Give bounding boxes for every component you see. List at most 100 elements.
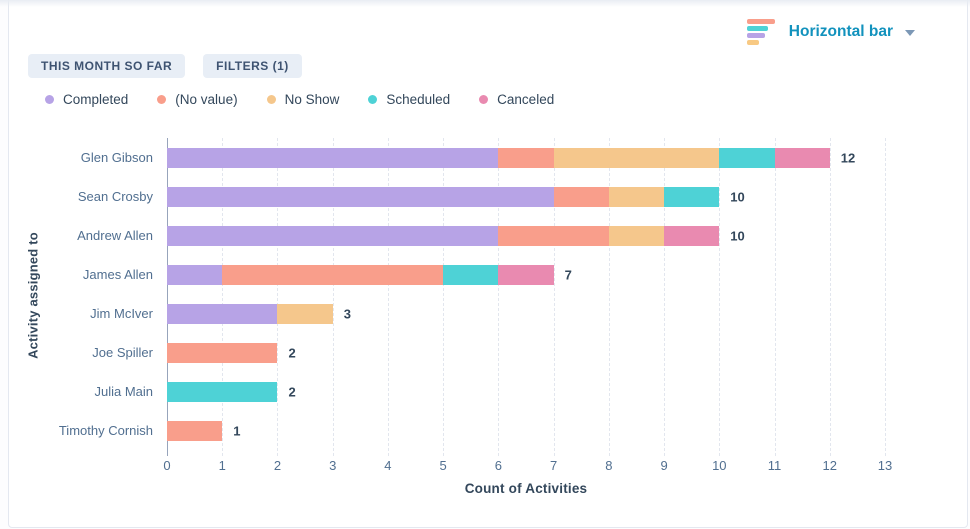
legend-dot-icon [266,95,276,104]
x-tick-label: 12 [822,458,837,473]
bar-track: 3 [167,303,885,324]
bar-total-label: 12 [840,150,856,165]
category-label: Andrew Allen [77,228,153,243]
icon-bar [746,19,775,24]
bar-segment[interactable] [167,342,278,363]
bar-total-label: 3 [343,306,351,321]
category-label: Julia Main [94,384,153,399]
icon-bar [746,40,759,45]
chevron-down-icon [905,30,915,36]
report-card: THIS MONTH SO FAR FILTERS (1) Horizontal… [8,0,968,528]
legend-label: Scheduled [386,92,451,107]
x-tick-label: 8 [605,458,613,473]
filter-badges: THIS MONTH SO FAR FILTERS (1) [28,54,302,78]
legend-item[interactable]: No Show [266,92,340,107]
bar-segment[interactable] [664,186,720,207]
bar-rows: Glen Gibson 12 Sean Crosby 10 Andrew Allen 10… [9,138,963,450]
bar-segment[interactable] [553,147,720,168]
legend-label: Completed [63,92,129,107]
bar-row: Andrew Allen 10 [9,216,963,255]
date-range-badge[interactable]: THIS MONTH SO FAR [28,54,186,78]
legend-label: (No value) [175,92,238,107]
bar-row: Glen Gibson 12 [9,138,963,177]
bar-row: Julia Main 2 [9,372,963,411]
bar-track: 7 [167,264,885,285]
x-tick-label: 7 [549,458,558,473]
icon-bar [746,33,765,38]
bar-segment[interactable] [774,147,830,168]
chart-legend: Completed (No value) No Show Scheduled Cance… [45,92,554,107]
bar-total-label: 1 [233,423,241,438]
bar-track: 2 [167,381,885,402]
bar-total-label: 10 [730,189,745,204]
bar-segment[interactable] [222,264,444,285]
legend-item[interactable]: Canceled [479,92,554,107]
bar-segment[interactable] [167,186,554,207]
x-tick-label: 3 [329,458,337,473]
x-tick-label: 9 [660,458,668,473]
x-tick-label: 6 [494,458,502,473]
category-label: Jim McIver [90,306,153,321]
x-tick-label: 1 [218,458,226,473]
bar-segment[interactable] [498,147,554,168]
bar-row: Joe Spiller 2 [9,333,963,372]
bar-total-label: 2 [288,345,296,360]
bar-segment[interactable] [498,225,609,246]
chart-type-label: Horizontal bar [788,23,893,40]
bar-segment[interactable] [277,303,333,324]
bar-segment[interactable] [167,381,278,402]
x-tick-label: 4 [384,458,392,473]
legend-dot-icon [368,95,378,104]
bar-row: Timothy Cornish 1 [9,411,963,450]
bar-segment[interactable] [443,264,499,285]
category-label: James Allen [82,267,153,282]
bar-row: Sean Crosby 10 [9,177,963,216]
bar-total-label: 2 [288,384,296,399]
legend-item[interactable]: Completed [45,92,128,107]
icon-bar [746,26,768,31]
bar-segment[interactable] [719,147,775,168]
bar-segment[interactable] [498,264,554,285]
bar-row: Jim McIver 3 [9,294,963,333]
x-tick-label: 0 [163,458,171,473]
x-axis-ticks: 0 1 2 3 4 5 6 7 8 9 10 11 12 13 [163,456,892,476]
bar-segment[interactable] [553,186,609,207]
bar-segment[interactable] [167,264,223,285]
top-shadow [0,0,970,7]
legend-item[interactable]: (No value) [157,92,238,107]
bar-segment[interactable] [167,147,499,168]
x-tick-label: 10 [712,458,727,473]
filters-badge[interactable]: FILTERS (1) [203,54,302,78]
x-axis-title: Count of Activities [464,481,588,496]
bar-segment[interactable] [608,186,665,207]
chart-type-selector[interactable]: Horizontal bar [746,19,915,45]
stacked-bar-chart: Activity assigned to Glen Gibson 12 Sean C… [9,138,963,496]
category-label: Sean Crosby [77,189,153,204]
bar-segment[interactable] [167,303,278,324]
category-label: Joe Spiller [92,345,153,360]
x-tick-label: 11 [767,458,782,473]
bar-segment[interactable] [167,420,223,441]
horizontal-bar-chart-icon [746,19,777,45]
bar-row: James Allen 7 [9,255,963,294]
legend-dot-icon [479,95,489,104]
bar-track: 1 [167,420,885,441]
bar-segment[interactable] [664,225,720,246]
legend-item[interactable]: Scheduled [368,92,450,107]
bar-track: 10 [167,186,885,207]
legend-label: No Show [284,92,340,107]
bar-segment[interactable] [167,225,499,246]
legend-dot-icon [45,95,54,104]
category-label: Glen Gibson [80,150,153,165]
bar-track: 2 [167,342,885,363]
x-tick-label: 2 [273,458,282,473]
x-tick-label: 5 [439,458,447,473]
legend-label: Canceled [497,92,555,107]
bar-segment[interactable] [608,225,665,246]
category-label: Timothy Cornish [58,423,153,438]
legend-dot-icon [157,95,167,104]
bar-total-label: 10 [730,228,745,243]
bar-track: 10 [167,225,885,246]
x-tick-label: 13 [877,458,893,473]
bar-total-label: 7 [564,267,572,282]
